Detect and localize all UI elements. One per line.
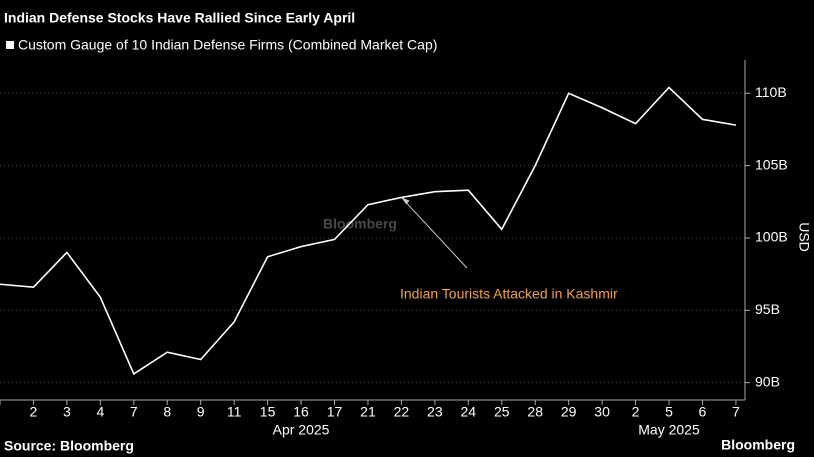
x-tick-label: 24 [461,404,477,420]
x-tick-label: 17 [327,404,343,420]
x-tick-label: 11 [227,404,242,420]
y-tick-label: 110B [755,84,787,100]
x-tick-label: 3 [63,404,71,420]
x-tick-label: 4 [96,404,104,420]
x-tick-label: 22 [394,404,410,420]
x-tick-label: 30 [594,404,610,420]
y-axis-label: USD [796,222,812,252]
x-tick-label: 5 [665,404,673,420]
x-tick-label: 7 [130,404,138,420]
month-label: May 2025 [638,422,700,438]
x-tick-label: 25 [494,404,510,420]
y-tick-label: 100B [755,229,788,245]
legend-label: Custom Gauge of 10 Indian Defense Firms … [18,37,437,53]
x-tick-label: 2 [632,404,640,420]
data-line [0,86,737,376]
x-tick-label: 16 [293,404,309,420]
x-tick-label: 2 [30,404,38,420]
y-tick-label: 90B [755,373,780,389]
x-tick-label: 6 [699,404,707,420]
x-tick-label: 28 [527,404,543,420]
x-tick-label: 8 [163,404,171,420]
x-tick-label: 23 [427,404,443,420]
x-tick-label: 15 [260,404,276,420]
source: Source: Bloomberg [4,438,134,454]
y-tick-label: 95B [755,301,780,317]
chart-title: Indian Defense Stocks Have Rallied Since… [4,10,355,26]
watermark: Bloomberg [323,216,397,232]
x-tick-label: 9 [197,404,205,420]
annotation-arrowhead [401,197,410,205]
annotation-arrow [401,197,468,269]
legend-swatch [6,41,14,49]
logo: Bloomberg [721,437,795,453]
month-label: Apr 2025 [273,422,330,438]
annotation: Indian Tourists Attacked in Kashmir [400,286,618,302]
y-tick-label: 105B [755,156,788,172]
x-tick-label: 7 [732,404,740,420]
x-tick-label: 29 [561,404,577,420]
x-tick-label: 21 [360,404,376,420]
